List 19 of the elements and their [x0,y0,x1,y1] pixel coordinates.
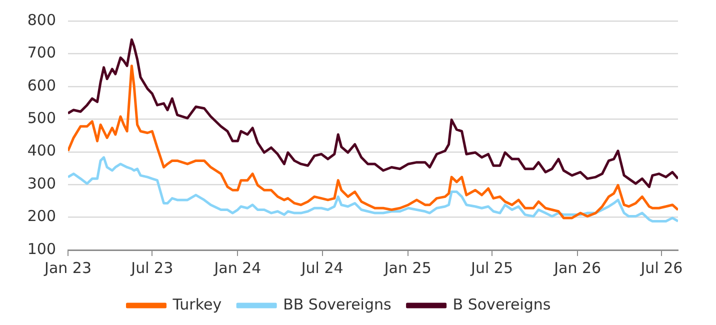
y-tick-label: 700 [27,44,56,62]
y-tick-label: 800 [27,10,56,29]
y-tick-label: 600 [27,76,56,94]
x-tick-label: Jul 24 [300,258,344,277]
x-tick-label: Jul 23 [130,258,174,277]
legend-label: B Sovereigns [452,295,551,314]
x-tick-label: Jan 23 [44,258,92,277]
x-tick-label: Jan 25 [383,258,432,277]
legend-label: Turkey [172,295,222,314]
y-tick-label: 500 [27,109,56,128]
x-tick-label: Jul 25 [470,258,513,277]
y-tick-label: 100 [27,240,56,258]
y-tick-label: 200 [27,207,56,226]
x-tick-label: Jan 26 [553,258,602,277]
y-tick-label: 400 [27,142,56,160]
x-tick-label: Jan 24 [213,258,262,277]
legend-label: BB Sovereigns [283,295,392,314]
y-tick-label: 300 [27,174,56,192]
x-tick-label: Jul 26 [640,258,683,277]
